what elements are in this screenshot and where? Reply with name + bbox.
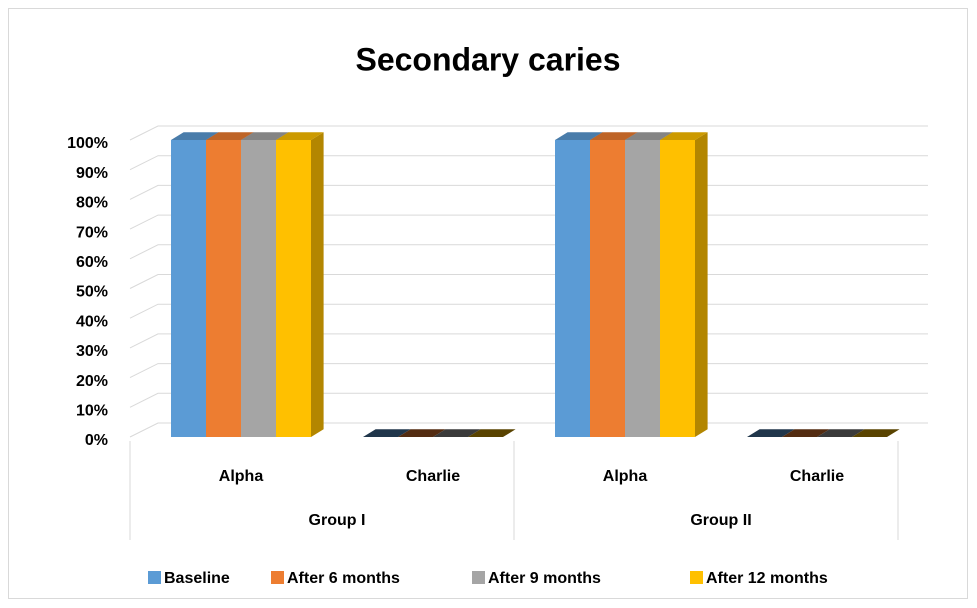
y-tick-label: 10% — [76, 403, 108, 420]
y-tick-label: 70% — [76, 224, 108, 241]
legend-swatch — [472, 571, 485, 584]
legend-label: After 6 months — [287, 570, 400, 587]
bar-top — [852, 429, 900, 437]
y-tick-label: 50% — [76, 284, 108, 301]
bar-front — [625, 140, 660, 437]
legend-label: After 9 months — [488, 570, 601, 587]
y-tick-label: 60% — [76, 254, 108, 271]
bar-top — [555, 132, 603, 140]
bar-side — [695, 132, 708, 438]
y-tick-label: 30% — [76, 343, 108, 360]
bar-top — [171, 132, 219, 140]
bar-top — [363, 429, 411, 437]
y-tick-label: 40% — [76, 313, 108, 330]
bar-top — [241, 132, 289, 140]
y-tick-label: 100% — [67, 135, 108, 152]
bar-front — [206, 140, 241, 437]
grid-line — [129, 125, 928, 141]
bar-top — [433, 429, 481, 437]
legend-swatch — [271, 571, 284, 584]
bar-top — [468, 429, 516, 437]
group-label: Group I — [309, 512, 366, 529]
bar-top — [206, 132, 254, 140]
bar-front — [276, 140, 311, 437]
x-tick-label: Alpha — [603, 468, 648, 485]
bar-top — [398, 429, 446, 437]
bar-top — [817, 429, 865, 437]
chart-border — [8, 8, 968, 599]
group-label: Group II — [690, 512, 751, 529]
bar-front — [660, 140, 695, 437]
legend-swatch — [690, 571, 703, 584]
bar-top — [590, 132, 638, 140]
x-tick-label: Charlie — [790, 468, 844, 485]
bar-top — [747, 429, 795, 437]
bar-top — [660, 132, 708, 140]
legend-swatch — [148, 571, 161, 584]
bar-side — [311, 132, 324, 438]
y-tick-label: 80% — [76, 195, 108, 212]
x-tick-label: Alpha — [219, 468, 264, 485]
y-tick-label: 20% — [76, 373, 108, 390]
bar-front — [555, 140, 590, 437]
bar-top — [276, 132, 324, 140]
y-tick-label: 90% — [76, 165, 108, 182]
bar-front — [241, 140, 276, 437]
y-tick-label: 0% — [85, 432, 108, 449]
bar-front — [590, 140, 625, 437]
bar-front — [171, 140, 206, 437]
legend-label: Baseline — [164, 570, 230, 587]
bar-top — [625, 132, 673, 140]
legend-label: After 12 months — [706, 570, 828, 587]
x-tick-label: Charlie — [406, 468, 460, 485]
chart-title: Secondary caries — [355, 41, 620, 77]
bar-top — [782, 429, 830, 437]
